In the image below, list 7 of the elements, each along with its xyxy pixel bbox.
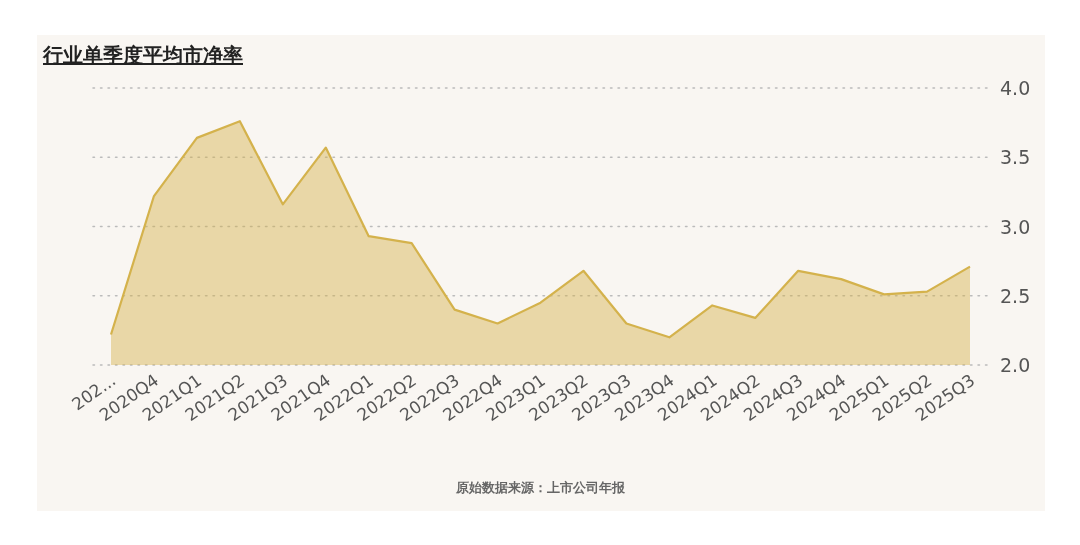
y-tick-label: 2.5	[1000, 284, 1031, 307]
y-tick-label: 2.0	[1000, 354, 1031, 376]
y-tick-label: 3.5	[1000, 146, 1031, 169]
text: 原始数据来源：上市公司年报	[454, 480, 626, 495]
chart-title: 行业单季度平均市净率	[42, 43, 243, 67]
y-tick-label: 4.0	[1000, 77, 1031, 99]
y-tick-label: 3.0	[1000, 215, 1031, 238]
